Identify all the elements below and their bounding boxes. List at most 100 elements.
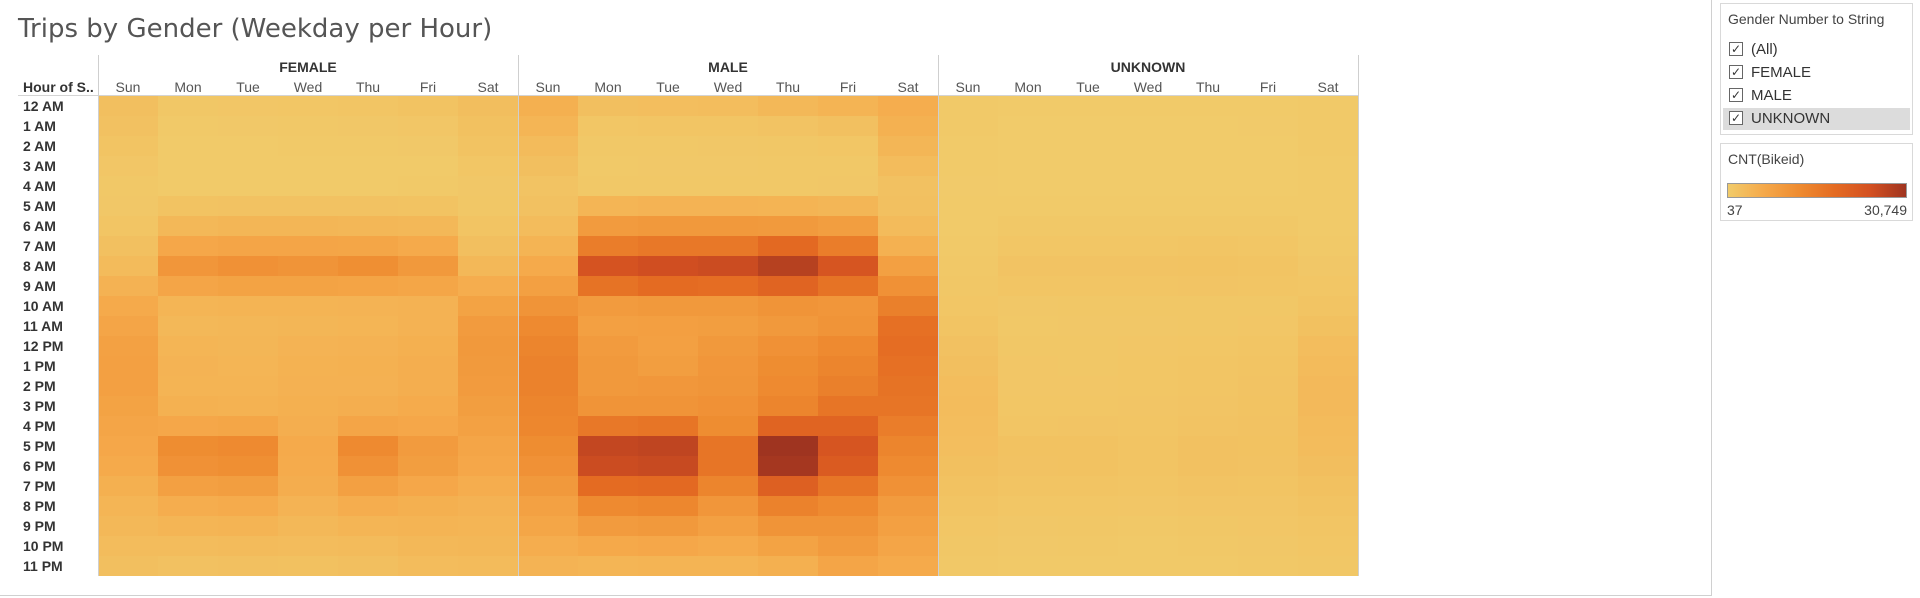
- heatmap-cell: [698, 196, 758, 216]
- heatmap-cell: [998, 376, 1058, 396]
- group-header-label: FEMALE: [279, 59, 337, 75]
- checkbox-checked-icon[interactable]: ✓: [1729, 65, 1743, 79]
- heatmap-cell: [218, 236, 278, 256]
- heatmap-cell: [458, 456, 518, 476]
- heatmap-cell: [1178, 156, 1238, 176]
- heatmap-cell: [818, 296, 878, 316]
- heatmap-cell: [938, 516, 998, 536]
- heatmap-cell: [158, 96, 218, 116]
- heatmap-cell: [1178, 316, 1238, 336]
- heatmap-cell: [518, 116, 578, 136]
- heatmap-cell: [98, 196, 158, 216]
- heatmap-cell: [218, 196, 278, 216]
- checkbox-checked-icon[interactable]: ✓: [1729, 42, 1743, 56]
- heatmap-cell: [1178, 296, 1238, 316]
- heatmap-cell: [1118, 536, 1178, 556]
- heatmap-cell: [1118, 396, 1178, 416]
- heatmap-cell: [938, 396, 998, 416]
- heatmap-cell: [1058, 196, 1118, 216]
- heatmap-cell: [1238, 356, 1298, 376]
- heatmap-cell: [878, 496, 938, 516]
- heatmap-cell: [818, 356, 878, 376]
- heatmap-cell: [518, 416, 578, 436]
- heatmap-cell: [1058, 336, 1118, 356]
- heatmap-cell: [878, 136, 938, 156]
- day-column-label: Sat: [1317, 79, 1338, 95]
- heatmap-cell: [1178, 136, 1238, 156]
- heatmap-cell: [878, 96, 938, 116]
- heatmap-cell: [998, 416, 1058, 436]
- heatmap-cell: [578, 396, 638, 416]
- heatmap-cell: [998, 476, 1058, 496]
- heatmap-cell: [698, 476, 758, 496]
- heatmap-cell: [878, 156, 938, 176]
- heatmap-cell: [818, 216, 878, 236]
- heatmap-cell: [338, 156, 398, 176]
- day-column-label: Sun: [116, 79, 141, 95]
- heatmap-cell: [698, 376, 758, 396]
- heatmap-cell: [818, 436, 878, 456]
- filter-item-label: MALE: [1751, 87, 1792, 104]
- heatmap-cell: [998, 176, 1058, 196]
- heatmap-cell: [1118, 196, 1178, 216]
- hour-row-label: 4 AM: [23, 178, 56, 194]
- heatmap-cell: [518, 556, 578, 576]
- heatmap-cell: [1178, 516, 1238, 536]
- heatmap-cell: [458, 536, 518, 556]
- heatmap-cell: [398, 296, 458, 316]
- heatmap-cell: [458, 556, 518, 576]
- heatmap-cell: [398, 196, 458, 216]
- checkbox-checked-icon[interactable]: ✓: [1729, 88, 1743, 102]
- heatmap-cell: [338, 236, 398, 256]
- heatmap-cell: [578, 336, 638, 356]
- heatmap-cell: [878, 116, 938, 136]
- heatmap-cell: [1118, 276, 1178, 296]
- filter-item-male[interactable]: ✓ MALE: [1723, 85, 1910, 107]
- heatmap-cell: [938, 236, 998, 256]
- day-column-label: Wed: [294, 79, 323, 95]
- heatmap-cell: [518, 176, 578, 196]
- heatmap-cell: [518, 516, 578, 536]
- filter-item-female[interactable]: ✓ FEMALE: [1723, 62, 1910, 84]
- heatmap-cell: [398, 96, 458, 116]
- heatmap-cell: [1298, 536, 1358, 556]
- heatmap-cell: [218, 136, 278, 156]
- heatmap-cell: [1238, 296, 1298, 316]
- filter-item-all[interactable]: ✓ (All): [1723, 39, 1910, 61]
- checkbox-checked-icon[interactable]: ✓: [1729, 111, 1743, 125]
- heatmap-cell: [998, 296, 1058, 316]
- heatmap-chart: Hour of S.. FEMALE Sun Mon Tue Wed Thu Fri Sat MA…: [18, 55, 1359, 576]
- heatmap-cell: [98, 536, 158, 556]
- heatmap-cell: [818, 196, 878, 216]
- heatmap-cell: [218, 556, 278, 576]
- heatmap-cell: [1058, 296, 1118, 316]
- heatmap-cell: [818, 136, 878, 156]
- heatmap-cell: [1118, 336, 1178, 356]
- heatmap-cell: [878, 276, 938, 296]
- heatmap-cell: [278, 336, 338, 356]
- heatmap-cell: [818, 336, 878, 356]
- heatmap-cell: [938, 276, 998, 296]
- heatmap-cell: [638, 136, 698, 156]
- heatmap-cell: [1238, 276, 1298, 296]
- heatmap-cell: [158, 396, 218, 416]
- heatmap-cell: [1298, 116, 1358, 136]
- day-column-label: Fri: [1260, 79, 1276, 95]
- heatmap-cell: [638, 256, 698, 276]
- heatmap-cell: [1058, 456, 1118, 476]
- heatmap-cell: [1178, 196, 1238, 216]
- heatmap-cell: [1238, 236, 1298, 256]
- heatmap-cell: [458, 216, 518, 236]
- heatmap-cell: [98, 496, 158, 516]
- heatmap-cell: [1238, 376, 1298, 396]
- heatmap-cell: [1178, 256, 1238, 276]
- heatmap-cell: [278, 456, 338, 476]
- heatmap-cell: [698, 216, 758, 236]
- hour-row-label: 6 PM: [23, 458, 56, 474]
- heatmap-cell: [458, 496, 518, 516]
- heatmap-cell: [398, 396, 458, 416]
- heatmap-cell: [278, 156, 338, 176]
- heatmap-cell: [1178, 116, 1238, 136]
- heatmap-cell: [518, 276, 578, 296]
- filter-item-unknown[interactable]: ✓ UNKNOWN: [1723, 108, 1910, 130]
